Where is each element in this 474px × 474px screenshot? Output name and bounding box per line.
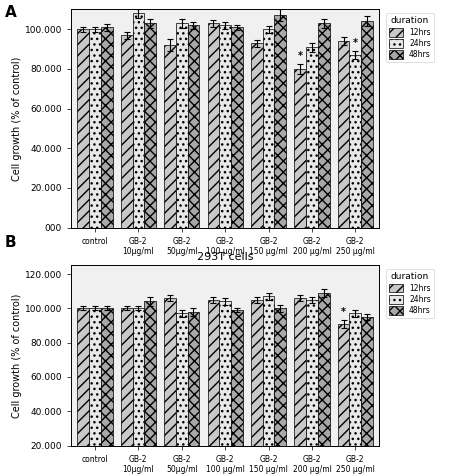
Bar bbox=[188, 25, 200, 228]
Bar bbox=[188, 312, 200, 474]
Bar bbox=[121, 35, 133, 228]
Bar bbox=[164, 45, 176, 228]
Bar bbox=[294, 298, 306, 474]
Legend: 12hrs, 24hrs, 48hrs: 12hrs, 24hrs, 48hrs bbox=[386, 269, 434, 318]
Bar bbox=[274, 16, 286, 228]
Bar bbox=[164, 298, 176, 474]
Bar bbox=[338, 324, 349, 474]
Bar bbox=[318, 23, 329, 228]
Bar bbox=[318, 293, 329, 474]
Legend: 12hrs, 24hrs, 48hrs: 12hrs, 24hrs, 48hrs bbox=[386, 13, 434, 62]
Bar bbox=[251, 300, 263, 474]
Bar bbox=[251, 43, 263, 228]
Bar bbox=[263, 29, 274, 228]
Bar bbox=[77, 29, 89, 228]
Bar bbox=[101, 27, 112, 228]
Bar bbox=[338, 41, 349, 228]
Text: A: A bbox=[5, 5, 17, 20]
Bar bbox=[306, 300, 318, 474]
Text: *: * bbox=[353, 38, 358, 48]
Bar bbox=[349, 55, 361, 228]
Y-axis label: Cell growth (% of control): Cell growth (% of control) bbox=[12, 293, 22, 418]
Bar bbox=[306, 47, 318, 228]
Bar bbox=[219, 301, 231, 474]
Bar bbox=[231, 27, 243, 228]
Bar bbox=[89, 29, 101, 228]
Bar bbox=[89, 308, 101, 474]
Bar bbox=[77, 308, 89, 474]
Bar bbox=[263, 296, 274, 474]
Bar bbox=[274, 308, 286, 474]
Bar bbox=[133, 13, 144, 228]
Bar bbox=[294, 69, 306, 228]
Bar bbox=[219, 25, 231, 228]
Bar bbox=[361, 317, 373, 474]
Title: 293T cells: 293T cells bbox=[197, 252, 254, 262]
Bar bbox=[101, 308, 112, 474]
Text: *: * bbox=[298, 51, 303, 61]
Bar bbox=[133, 308, 144, 474]
Y-axis label: Cell growth (% of control): Cell growth (% of control) bbox=[12, 56, 22, 181]
Bar bbox=[176, 313, 188, 474]
Bar bbox=[144, 301, 156, 474]
Bar bbox=[231, 310, 243, 474]
Bar bbox=[176, 23, 188, 228]
Text: B: B bbox=[5, 235, 17, 250]
Bar bbox=[208, 300, 219, 474]
Text: *: * bbox=[341, 308, 346, 318]
Bar bbox=[349, 313, 361, 474]
Bar bbox=[121, 308, 133, 474]
Bar bbox=[208, 23, 219, 228]
Bar bbox=[144, 23, 156, 228]
Bar bbox=[361, 21, 373, 228]
